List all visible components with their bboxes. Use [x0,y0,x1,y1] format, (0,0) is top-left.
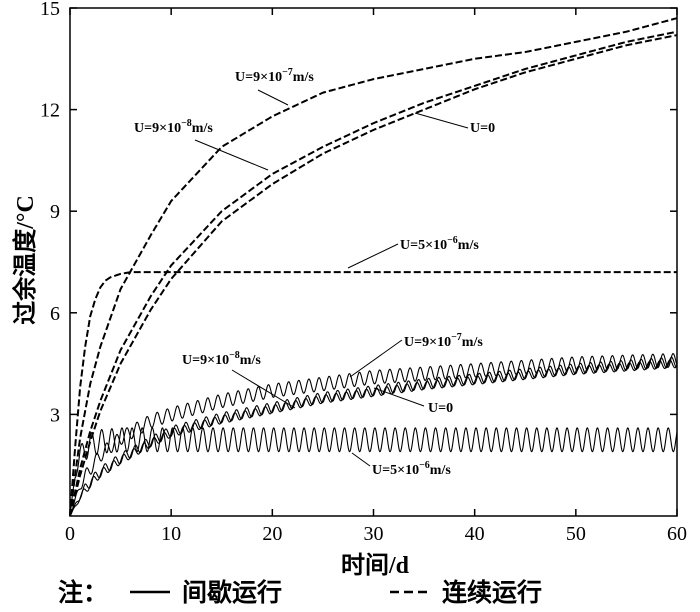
annotations-group: U=9×10−7m/s U=9×10−8m/s U=0 U=5×10−6m/s U=9×… [134,67,495,478]
legend: 注： 间歇运行 连续运行 [58,578,542,607]
annotation-label: U=0 [428,401,453,416]
series-line-intermittent-7 [69,427,678,517]
annotation-leader [347,243,399,269]
x-axis-title: 时间/d [341,552,410,579]
annotation-leader [231,369,296,409]
x-tick-label: 10 [161,523,181,545]
legend-dashed-label: 连续运行 [442,578,542,607]
y-axis-title: 过余温度/°C [11,195,39,325]
annotation-leader [194,139,269,171]
x-tick-label: 60 [667,523,687,545]
annotation-leader [414,112,469,129]
annotation-leader [373,387,425,407]
x-tick-label: 30 [364,523,384,545]
y-tick-label: 15 [40,0,60,20]
series-line-continuous-2 [69,34,678,517]
y-tick-label: 3 [50,404,60,426]
y-tick-label: 9 [50,201,60,223]
x-tick-label: 0 [65,523,75,545]
annotation-leader [257,89,289,106]
x-tick-label: 40 [465,523,485,545]
ticks-group: 0 10 20 30 40 50 60 3 6 9 12 15 [40,0,687,545]
annotation-leader [349,339,403,378]
x-tick-label: 20 [262,523,282,545]
annotation-label: U=9×10−7m/s [404,332,483,350]
legend-prefix: 注： [58,578,108,607]
legend-solid-label: 间歇运行 [182,579,282,607]
annotation-label: U=0 [470,121,495,136]
series-group [69,17,678,517]
annotation-label: U=5×10−6m/s [400,235,479,253]
annotation-label: U=9×10−8m/s [134,118,213,136]
annotation-label: U=9×10−8m/s [182,350,261,368]
series-line-continuous-0 [69,17,678,517]
y-tick-label: 12 [40,100,60,122]
annotation-leader [351,452,371,467]
series-line-continuous-3 [69,271,677,517]
series-line-continuous-1 [69,30,678,517]
x-tick-label: 50 [566,523,586,545]
series-line-intermittent-4 [69,353,678,517]
series-line-intermittent-5 [69,356,678,517]
y-tick-label: 6 [50,303,60,325]
annotation-label: U=9×10−7m/s [235,67,314,85]
annotation-label: U=5×10−6m/s [372,460,451,478]
